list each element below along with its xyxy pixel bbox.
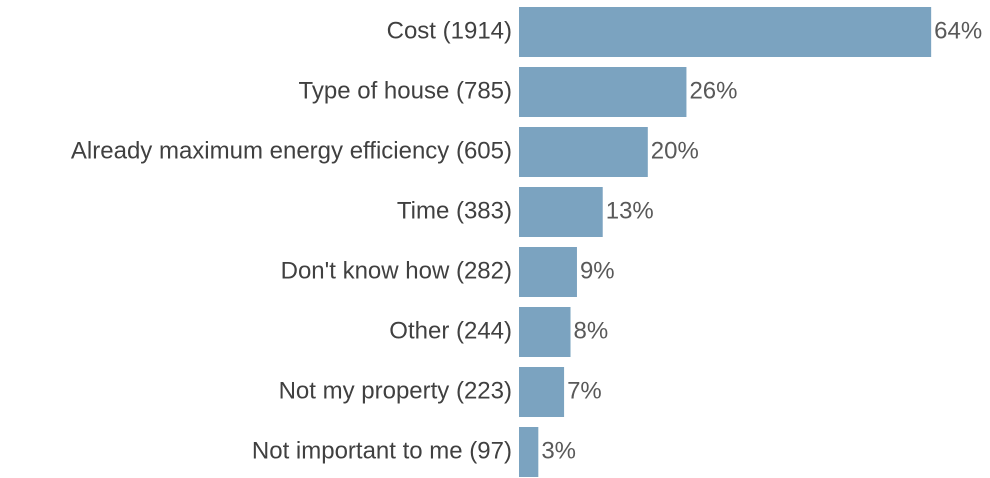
value-label: 13% xyxy=(606,197,654,224)
bar xyxy=(519,367,565,417)
value-label: 26% xyxy=(689,77,737,104)
bar xyxy=(519,127,648,177)
bar xyxy=(519,67,687,117)
category-label: Not my property (223) xyxy=(279,377,512,404)
category-label: Don't know how (282) xyxy=(281,257,512,284)
value-label: 64% xyxy=(934,17,982,44)
bar xyxy=(519,247,577,297)
category-label: Already maximum energy efficiency (605) xyxy=(71,137,512,164)
value-label: 3% xyxy=(541,437,576,464)
category-label: Time (383) xyxy=(397,197,512,224)
category-label: Type of house (785) xyxy=(299,77,512,104)
bar xyxy=(519,187,603,237)
value-label: 7% xyxy=(567,377,602,404)
category-label: Not important to me (97) xyxy=(252,437,512,464)
category-label: Cost (1914) xyxy=(387,17,512,44)
bar xyxy=(519,427,539,477)
value-label: 20% xyxy=(651,137,699,164)
value-label: 8% xyxy=(574,317,609,344)
bar xyxy=(519,7,932,57)
bar xyxy=(519,307,571,357)
value-label: 9% xyxy=(580,257,615,284)
category-label: Other (244) xyxy=(389,317,512,344)
